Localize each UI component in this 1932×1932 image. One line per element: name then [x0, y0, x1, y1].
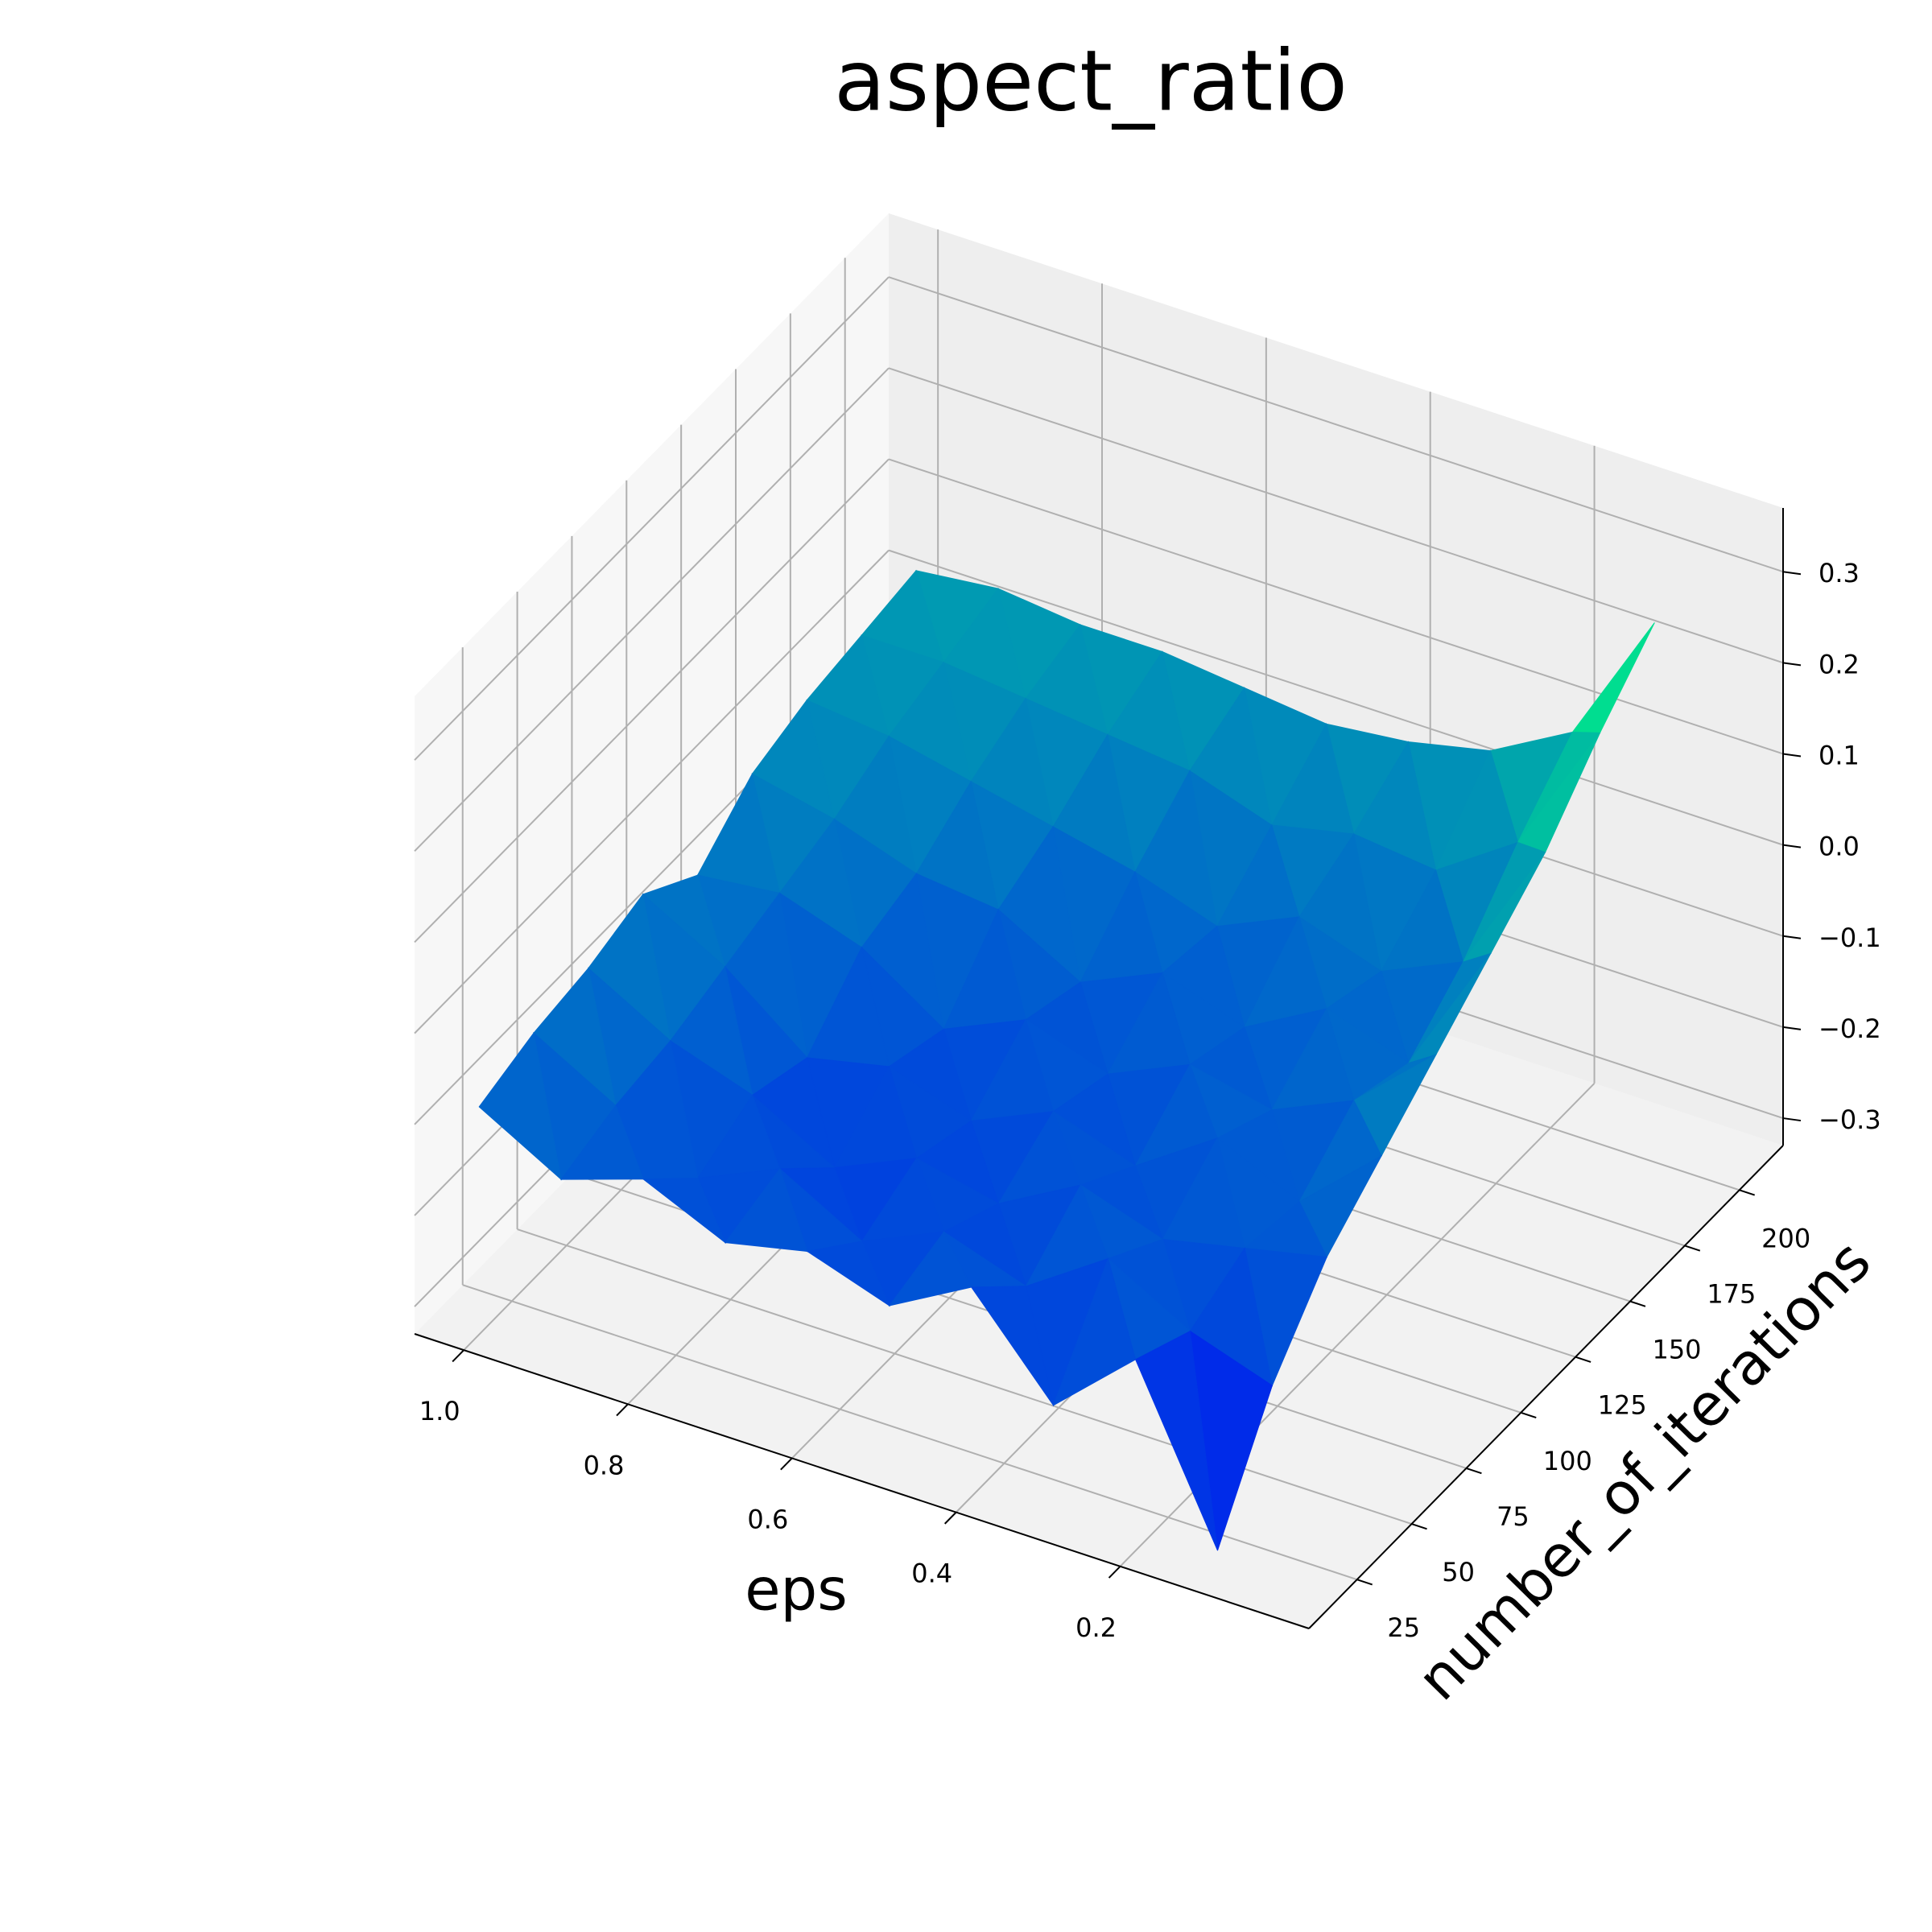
y-tick [1684, 1245, 1701, 1252]
y-tick-label: 125 [1598, 1390, 1647, 1421]
grid-line [414, 367, 890, 852]
z-tick [1782, 753, 1802, 758]
z-tick [1782, 935, 1802, 939]
z-tick [1782, 571, 1802, 576]
surface-triangle [888, 1231, 972, 1307]
surface-triangle [642, 1177, 727, 1245]
y-tick-label: 150 [1652, 1335, 1701, 1365]
x-tick-label: 1.0 [419, 1396, 460, 1426]
chart-title: aspect_ratio [834, 31, 1348, 130]
x-tick-label: 0.6 [747, 1504, 788, 1534]
z-tick-label: 0.0 [1818, 832, 1860, 862]
x-tick-label: 0.2 [1075, 1612, 1117, 1643]
x-axis-label: eps [745, 1556, 848, 1624]
y-tick-label: 25 [1387, 1612, 1420, 1643]
y-tick [1466, 1467, 1482, 1475]
surface-triangle [478, 1031, 562, 1181]
x-tick-label: 0.4 [911, 1558, 952, 1589]
y-tick [1411, 1523, 1427, 1530]
z-tick [1782, 1026, 1802, 1030]
grid-line [888, 276, 1784, 573]
grid-line [888, 367, 1784, 664]
z-tick-label: −0.2 [1818, 1013, 1881, 1044]
y-tick [1629, 1300, 1646, 1307]
z-tick-label: 0.2 [1818, 649, 1860, 679]
grid-line [414, 276, 890, 761]
y-tick [1520, 1411, 1537, 1419]
grid-line [888, 458, 1784, 755]
x-tick [780, 1457, 793, 1471]
y-tick-label: 175 [1707, 1278, 1756, 1309]
surface-triangle [806, 1241, 890, 1307]
grid-line [888, 549, 1784, 846]
x-axis-line [414, 1333, 1310, 1629]
surface-triangle [970, 1286, 1055, 1406]
y-tick-label: 200 [1761, 1223, 1810, 1253]
x-tick [1108, 1566, 1121, 1579]
y-tick [1575, 1356, 1591, 1363]
x-tick [943, 1511, 957, 1525]
y-tick [1739, 1189, 1756, 1196]
y-tick-label: 50 [1442, 1557, 1475, 1587]
surface-triangle [1052, 1257, 1137, 1406]
z-tick-label: 0.1 [1818, 740, 1860, 770]
z-tick [1782, 1117, 1802, 1122]
surface-triangle [724, 1167, 808, 1253]
y-axis-line [1308, 1145, 1784, 1629]
x-tick [616, 1403, 629, 1417]
grid-line [517, 1228, 1412, 1525]
y-tick-label: 100 [1543, 1446, 1592, 1476]
z-tick [1782, 662, 1802, 667]
surface-triangle [560, 1104, 644, 1180]
y-tick-label: 75 [1496, 1501, 1530, 1532]
z-tick-label: −0.1 [1818, 923, 1881, 953]
grid-line [462, 1284, 1358, 1581]
grid-line [414, 549, 890, 1034]
x-tick [452, 1349, 464, 1363]
z-tick-label: 0.3 [1818, 558, 1860, 588]
surface-triangle [1134, 1330, 1218, 1551]
z-tick-label: −0.3 [1818, 1104, 1881, 1135]
y-tick [1356, 1579, 1373, 1586]
z-tick [1782, 844, 1802, 848]
x-tick-label: 0.8 [584, 1450, 625, 1480]
surface [478, 569, 1655, 1551]
grid-line [414, 458, 890, 943]
